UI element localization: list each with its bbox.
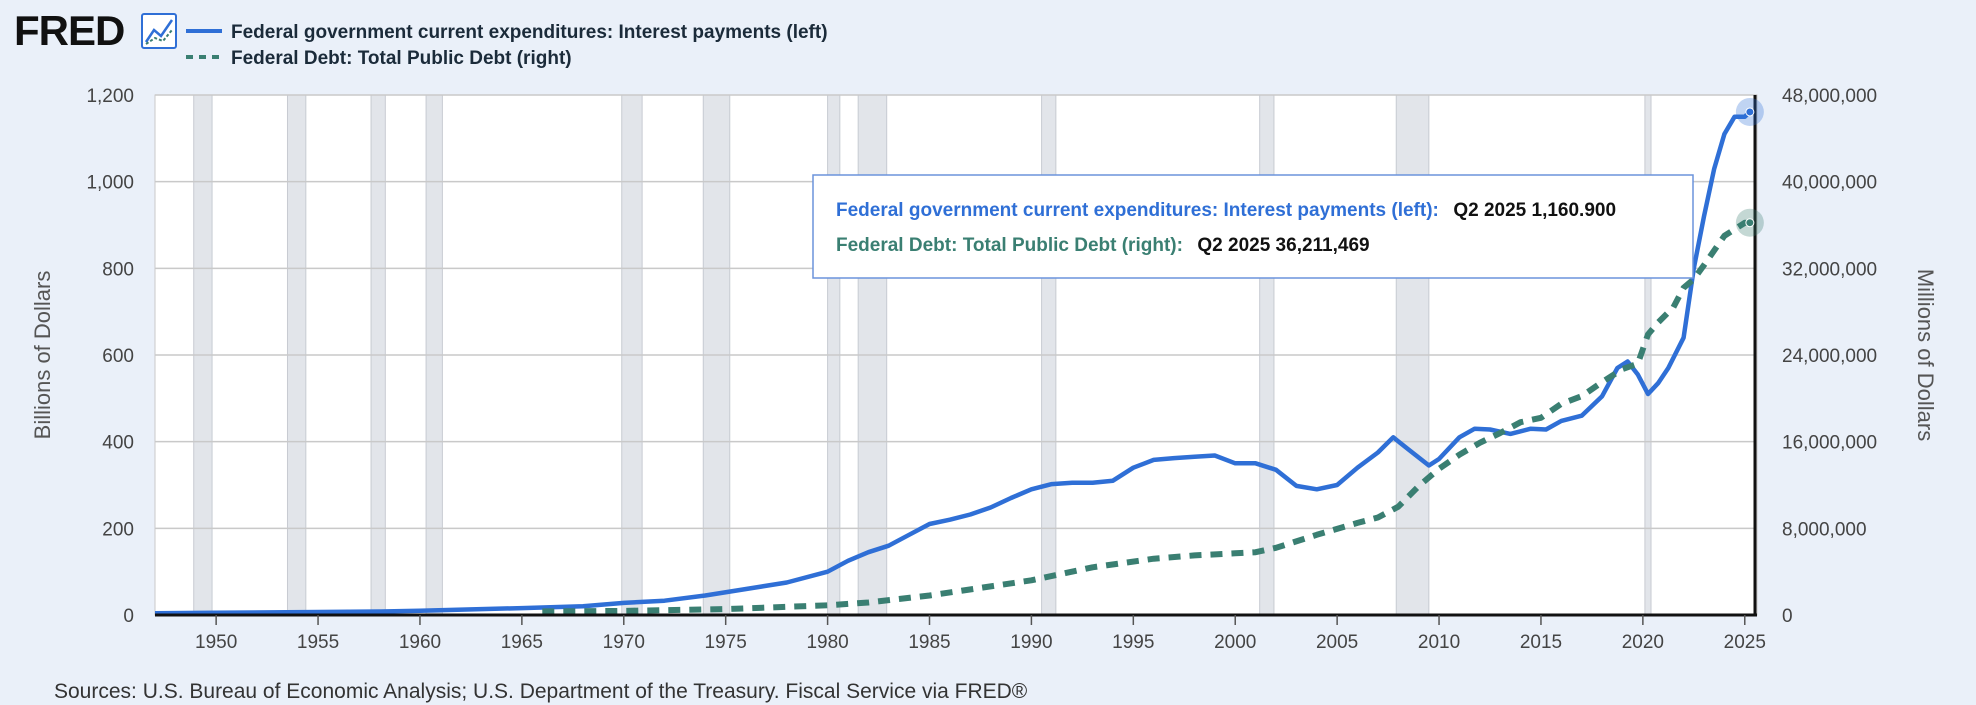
x-tick-label: 1965 [501,632,543,653]
y-right-tick-label: 48,000,000 [1782,86,1877,107]
series-lines [154,110,1752,616]
hover-markers [1735,97,1764,237]
tooltip-interest-label: Federal government current expenditures:… [836,200,1439,221]
tooltip-row-debt: Federal Debt: Total Public Debt (right):… [836,235,1370,256]
y-right-tick-label: 40,000,000 [1782,173,1877,194]
tooltip: Federal government current expenditures:… [812,174,1694,279]
source-text: Sources: U.S. Bureau of Economic Analysi… [54,680,1028,703]
y-axis-left-ticks: 0 200 400 600 800 1,000 1,200 [86,86,134,627]
x-tick-label: 1995 [1112,632,1154,653]
x-tick-label: 2020 [1622,632,1664,653]
tooltip-debt-value: Q2 2025 36,211,469 [1197,235,1369,256]
y-left-tick-label: 600 [102,346,134,367]
tooltip-row-interest: Federal government current expenditures:… [836,200,1616,221]
hover-point-debt [1745,218,1755,228]
x-tick-label: 1950 [195,632,237,653]
legend: Federal government current expenditures:… [186,22,828,69]
tooltip-box [812,174,1694,279]
series-line-total-public-debt[interactable] [542,219,1750,615]
line-chart-icon [141,13,177,49]
tooltip-debt-label: Federal Debt: Total Public Debt (right): [836,235,1183,256]
y-right-tick-label: 32,000,000 [1782,259,1877,280]
x-tick-label: 1970 [603,632,645,653]
y-axis-left-title: Billions of Dollars [30,271,55,440]
legend-item-interest[interactable]: Federal government current expenditures:… [186,22,828,43]
fred-logo-text: FRED [14,7,124,54]
x-tick-label: 2015 [1520,632,1562,653]
y-left-tick-label: 400 [102,433,134,454]
x-tick-label: 1985 [908,632,950,653]
fred-logo[interactable]: FRED [14,7,177,54]
y-left-tick-label: 800 [102,259,134,280]
x-tick-label: 2010 [1418,632,1460,653]
x-tick-label: 1980 [806,632,848,653]
x-axis-ticks: 1950 1955 1960 1965 1970 1975 1980 1985 1990 1995… [195,615,1766,653]
y-left-tick-label: 200 [102,519,134,540]
legend-label-debt: Federal Debt: Total Public Debt (right) [231,48,572,69]
y-left-tick-label: 1,200 [86,86,134,107]
y-left-tick-label: 0 [123,606,134,627]
tooltip-interest-value: Q2 2025 1,160.900 [1453,200,1616,221]
series-line-interest-payments[interactable] [154,110,1752,616]
x-tick-label: 2005 [1316,632,1358,653]
legend-label-interest: Federal government current expenditures:… [231,22,828,43]
x-tick-label: 1955 [297,632,339,653]
y-left-tick-label: 1,000 [86,173,134,194]
y-axis-right-title: Millions of Dollars [1913,269,1938,441]
x-tick-label: 1975 [705,632,747,653]
y-right-tick-label: 24,000,000 [1782,346,1877,367]
x-tick-label: 2000 [1214,632,1256,653]
hover-point-interest [1745,107,1755,117]
x-tick-label: 1960 [399,632,441,653]
x-tick-label: 2025 [1724,632,1766,653]
x-tick-label: 1990 [1010,632,1052,653]
y-right-tick-label: 0 [1782,606,1793,627]
y-right-tick-label: 16,000,000 [1782,433,1877,454]
legend-item-debt[interactable]: Federal Debt: Total Public Debt (right) [186,48,572,69]
y-right-tick-label: 8,000,000 [1782,519,1867,540]
y-axis-right-ticks: 0 8,000,000 16,000,000 24,000,000 32,000,000… [1782,86,1877,627]
